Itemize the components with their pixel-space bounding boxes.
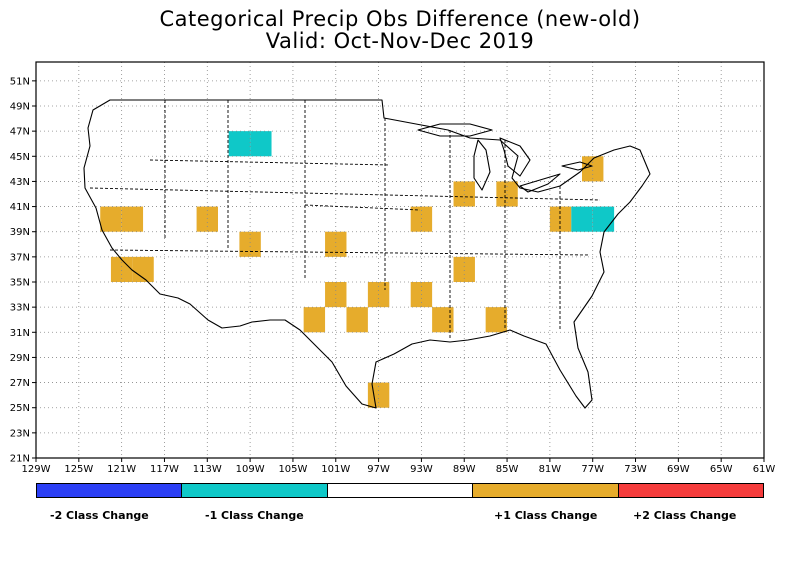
- cell: [196, 206, 218, 232]
- cell: [110, 256, 133, 282]
- legend-label-plus2: +2 Class Change: [633, 509, 737, 522]
- y-tick-label: 27N: [10, 378, 30, 389]
- cell: [121, 206, 144, 232]
- cell: [571, 206, 593, 232]
- cell: [453, 256, 475, 282]
- cells-layer: [100, 131, 615, 408]
- y-tick-label: 51N: [10, 76, 30, 87]
- x-tick-label: 93W: [410, 464, 433, 475]
- y-tick-label: 21N: [10, 454, 30, 465]
- lake-huron: [499, 137, 531, 177]
- cell: [132, 256, 154, 282]
- lake-michigan: [473, 139, 491, 191]
- x-tick-label: 109W: [236, 464, 265, 475]
- x-tick-label: 113W: [193, 464, 222, 475]
- y-tick-label: 37N: [10, 252, 30, 263]
- legend-swatch-plus2: [618, 484, 764, 497]
- frame: [35, 61, 765, 459]
- x-tick-label: 105W: [278, 464, 307, 475]
- cell: [485, 307, 508, 333]
- x-tick-label: 89W: [453, 464, 476, 475]
- plot-frame: [35, 61, 765, 459]
- x-tick-label: 73W: [624, 464, 647, 475]
- x-tick-label: 101W: [321, 464, 350, 475]
- map-subtitle: Valid: Oct-Nov-Dec 2019: [265, 29, 535, 53]
- y-tick-label: 43N: [10, 177, 30, 188]
- x-tick-label: 85W: [496, 464, 519, 475]
- legend-swatch-minus2: [37, 484, 183, 497]
- y-tick-label: 33N: [10, 303, 30, 314]
- y-tick-label: 39N: [10, 227, 30, 238]
- x-tick-label: 97W: [367, 464, 390, 475]
- state-line: [89, 159, 601, 256]
- x-tick-label: 129W: [22, 464, 51, 475]
- lake-erie: [519, 173, 561, 193]
- x-tick-label: 117W: [150, 464, 179, 475]
- cell: [228, 131, 251, 157]
- cell: [582, 156, 604, 182]
- y-tick-label: 47N: [10, 127, 30, 138]
- coastline-contour: [83, 99, 651, 409]
- x-tick-label: 69W: [667, 464, 690, 475]
- y-tick-label: 45N: [10, 152, 30, 163]
- legend-swatch-minus1: [182, 484, 328, 497]
- legend-swatch-plus1: [473, 484, 619, 497]
- cell: [250, 131, 272, 157]
- map-title: Categorical Precip Obs Difference (new-o…: [159, 7, 641, 31]
- lake-superior: [417, 123, 493, 137]
- lake-ontario: [561, 161, 593, 171]
- cell: [592, 206, 615, 232]
- state-line: [164, 100, 561, 340]
- y-tick-label: 25N: [10, 403, 30, 414]
- legend-label-minus1: -1 Class Change: [205, 509, 304, 522]
- cell: [346, 307, 368, 333]
- y-tick-label: 35N: [10, 278, 30, 289]
- cell: [549, 206, 572, 232]
- y-tick-label: 49N: [10, 102, 30, 113]
- cell: [410, 206, 433, 232]
- y-tick-label: 31N: [10, 328, 30, 339]
- x-tick-label: 65W: [710, 464, 733, 475]
- y-tick-label: 29N: [10, 353, 30, 364]
- x-axis: 129W 125W 121W 117W 113W 109W 105W 101W 97W 93W 89…: [22, 458, 776, 475]
- legend-label-plus1: +1 Class Change: [494, 509, 598, 522]
- cell: [100, 206, 122, 232]
- x-tick-label: 77W: [581, 464, 604, 475]
- x-tick-label: 61W: [753, 464, 776, 475]
- y-axis: 21N 23N 25N 27N 29N 31N 33N 35N 37N 39N 41N 43N 45N 4…: [10, 76, 36, 465]
- legend-label-minus2: -2 Class Change: [50, 509, 149, 522]
- cell: [303, 307, 326, 333]
- legend-swatch-zero: [327, 484, 474, 497]
- x-tick-label: 125W: [64, 464, 93, 475]
- legend-colorbar: [36, 483, 764, 498]
- cell: [432, 307, 454, 333]
- x-tick-label: 121W: [107, 464, 136, 475]
- x-tick-label: 81W: [539, 464, 562, 475]
- y-tick-label: 23N: [10, 428, 30, 439]
- y-tick-label: 41N: [10, 202, 30, 213]
- cell: [239, 231, 261, 257]
- cell: [325, 231, 347, 257]
- state-borders: [89, 100, 601, 340]
- us-outline: [83, 99, 651, 409]
